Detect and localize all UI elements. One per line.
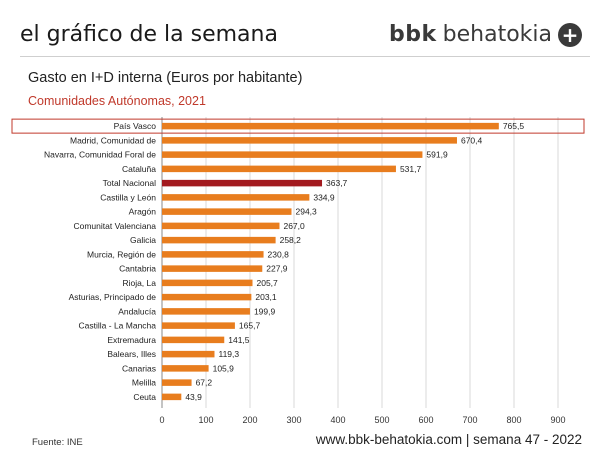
- data-label: 294,3: [295, 207, 317, 217]
- page-title: el gráfico de la semana: [20, 22, 278, 47]
- bar: [162, 222, 280, 230]
- data-label: 165,7: [239, 321, 261, 331]
- chart-subtitle: Comunidades Autónomas, 2021: [28, 94, 206, 108]
- data-label: 105,9: [213, 363, 235, 373]
- data-label: 591,9: [426, 150, 448, 160]
- header-divider: [20, 56, 590, 57]
- category-label: Comunitat Valenciana: [73, 221, 156, 231]
- bar: [162, 308, 250, 315]
- category-label: Total Nacional: [103, 178, 157, 188]
- x-tick-label: 800: [506, 415, 521, 425]
- category-label: País Vasco: [114, 121, 157, 131]
- data-label: 334,9: [313, 192, 335, 202]
- bar: [162, 279, 253, 287]
- bar: [162, 336, 225, 344]
- data-label: 363,7: [326, 178, 348, 188]
- category-label: Rioja, La: [122, 278, 156, 288]
- category-label: Balears, Illes: [107, 349, 156, 359]
- source-note: Fuente: INE: [32, 437, 83, 448]
- bar: [162, 194, 310, 201]
- category-label: Castilla - La Mancha: [79, 321, 157, 331]
- bar: [162, 165, 396, 173]
- bar: [162, 179, 323, 187]
- category-label: Asturias, Principado de: [69, 292, 157, 302]
- brand-logo-bold: bbk: [389, 22, 437, 47]
- data-label: 765,5: [503, 121, 525, 131]
- data-label: 43,9: [185, 392, 202, 402]
- bar: [162, 350, 215, 358]
- category-label: Murcia, Región de: [87, 249, 156, 259]
- bar: [162, 251, 264, 258]
- plus-icon: +: [558, 22, 582, 47]
- bar: [162, 137, 457, 144]
- category-label: Navarra, Comunidad Foral de: [44, 150, 156, 160]
- category-label: Ceuta: [133, 392, 156, 402]
- data-label: 203,1: [255, 292, 277, 302]
- brand-logo-text: behatokia: [442, 22, 552, 47]
- highlight-box: [11, 118, 585, 134]
- data-label: 670,4: [461, 135, 483, 145]
- category-label: Extremadura: [107, 335, 156, 345]
- bar: [162, 322, 235, 329]
- bar: [162, 265, 263, 272]
- category-label: Aragón: [129, 207, 157, 217]
- data-label: 141,5: [228, 335, 250, 345]
- x-tick-label: 700: [462, 415, 477, 425]
- bar: [162, 393, 182, 401]
- x-tick-label: 0: [159, 415, 164, 425]
- data-label: 67,2: [196, 378, 213, 388]
- x-tick-label: 100: [198, 415, 213, 425]
- data-label: 119,3: [218, 349, 239, 359]
- x-tick-label: 400: [330, 415, 345, 425]
- category-label: Cataluña: [122, 164, 156, 174]
- bar: [162, 208, 292, 215]
- data-label: 205,7: [257, 278, 279, 288]
- data-label: 227,9: [266, 264, 288, 274]
- bar: [162, 151, 423, 158]
- data-label: 267,0: [283, 221, 305, 231]
- x-tick-label: 300: [286, 415, 301, 425]
- category-label: Cantabria: [119, 264, 156, 274]
- bar: [162, 122, 499, 130]
- category-label: Madrid, Comunidad de: [70, 135, 156, 145]
- bar: [162, 379, 192, 386]
- data-label: 258,2: [280, 235, 302, 245]
- x-tick-label: 500: [374, 415, 389, 425]
- data-label: 199,9: [254, 306, 276, 316]
- data-label: 531,7: [400, 164, 422, 174]
- footer-url: www.bbk-behatokia.com | semana 47 - 2022: [315, 432, 582, 447]
- chart-title: Gasto en I+D interna (Euros por habitant…: [28, 70, 303, 86]
- category-label: Andalucía: [118, 306, 156, 316]
- category-label: Melilla: [132, 378, 156, 388]
- bar: [162, 293, 252, 301]
- x-tick-label: 200: [242, 415, 257, 425]
- x-tick-label: 900: [550, 415, 565, 425]
- x-tick-label: 600: [418, 415, 433, 425]
- category-label: Galicia: [130, 235, 156, 245]
- category-label: Castilla y León: [100, 192, 156, 202]
- brand-logo: bbk behatokia +: [389, 22, 582, 47]
- bar: [162, 236, 276, 244]
- bar: [162, 365, 209, 372]
- category-label: Canarias: [122, 363, 156, 373]
- data-label: 230,8: [268, 249, 290, 259]
